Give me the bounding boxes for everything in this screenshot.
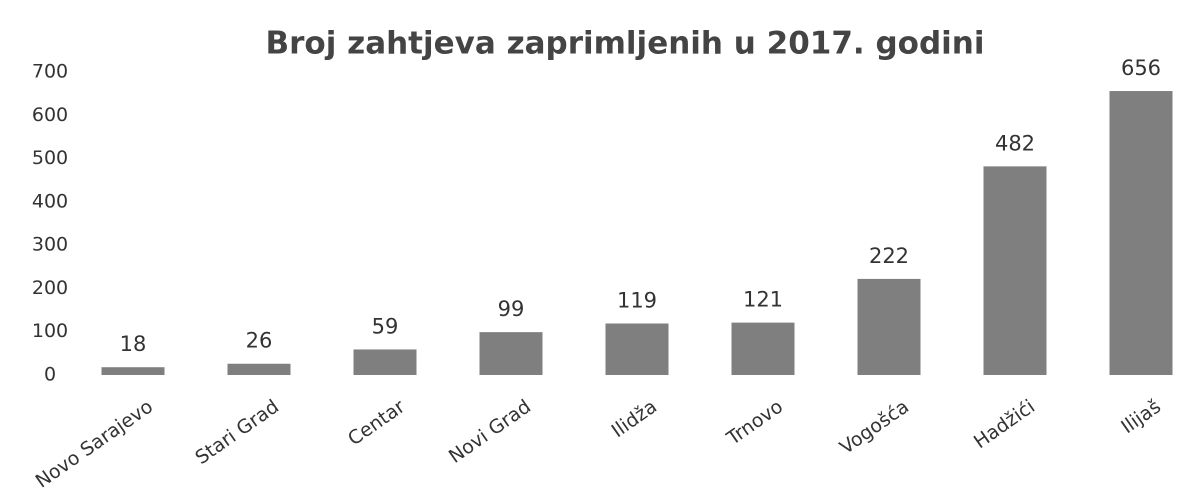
x-tick-label: Novo Sarajevo <box>32 396 157 493</box>
chart-title: Broj zahtjeva zaprimljenih u 2017. godin… <box>266 26 985 62</box>
value-label: 121 <box>743 288 783 312</box>
value-label: 26 <box>246 329 273 353</box>
value-label: 482 <box>995 131 1035 155</box>
x-tick-label: Trnovo <box>722 396 787 451</box>
value-label: 99 <box>498 297 525 321</box>
y-tick-label: 500 <box>32 147 68 169</box>
value-label: 18 <box>120 332 147 356</box>
bar <box>479 332 543 375</box>
bar <box>1109 91 1173 375</box>
y-tick-label: 600 <box>32 104 68 126</box>
value-label: 656 <box>1121 56 1161 80</box>
bar <box>983 166 1047 375</box>
bar <box>731 322 795 375</box>
y-tick-label: 200 <box>32 277 68 299</box>
x-tick-label: Novi Grad <box>445 396 535 468</box>
x-tick-label: Centar <box>344 395 409 450</box>
value-label: 119 <box>617 288 657 312</box>
bar <box>353 349 417 375</box>
y-tick-label: 100 <box>32 320 68 342</box>
x-tick-label: Hadžići <box>970 396 1039 454</box>
value-label: 222 <box>869 244 909 268</box>
x-tick-label: Ilijaš <box>1117 396 1165 439</box>
y-tick-label: 700 <box>32 61 68 83</box>
bar <box>605 323 669 375</box>
bar <box>101 367 165 375</box>
x-tick-label: Stari Grad <box>191 396 283 469</box>
y-tick-label: 400 <box>32 190 68 212</box>
value-label: 59 <box>372 314 399 338</box>
x-tick-label: Vogošća <box>836 396 913 459</box>
y-tick-label: 300 <box>32 234 68 256</box>
y-tick-label: 0 <box>44 364 56 386</box>
x-tick-label: Ilidža <box>608 396 661 443</box>
bar <box>227 363 291 375</box>
bar <box>857 278 921 375</box>
